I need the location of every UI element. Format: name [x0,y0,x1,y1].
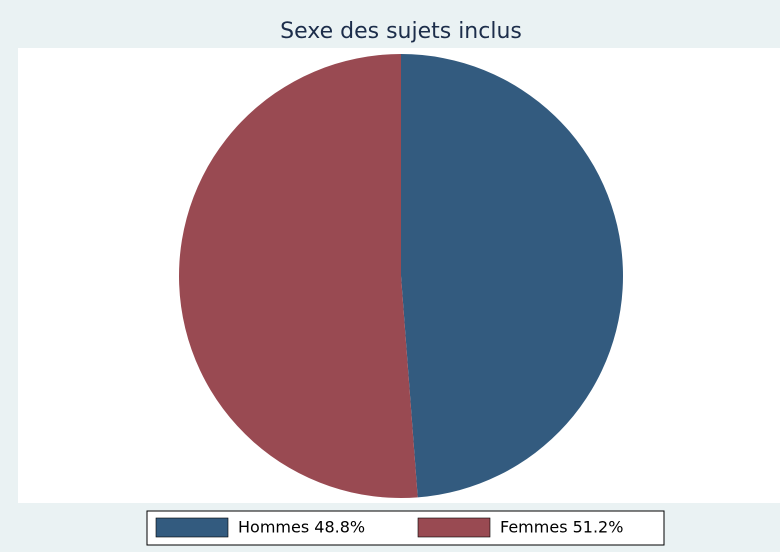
legend-swatch [155,517,229,538]
legend-label: Hommes 48.8% [238,518,365,537]
legend-label: Femmes 51.2% [500,518,623,537]
pie-slice [179,54,418,498]
legend-swatch [417,517,491,538]
legend [146,510,665,546]
pie-slice [401,54,624,498]
chart-title: Sexe des sujets inclus [280,19,522,44]
